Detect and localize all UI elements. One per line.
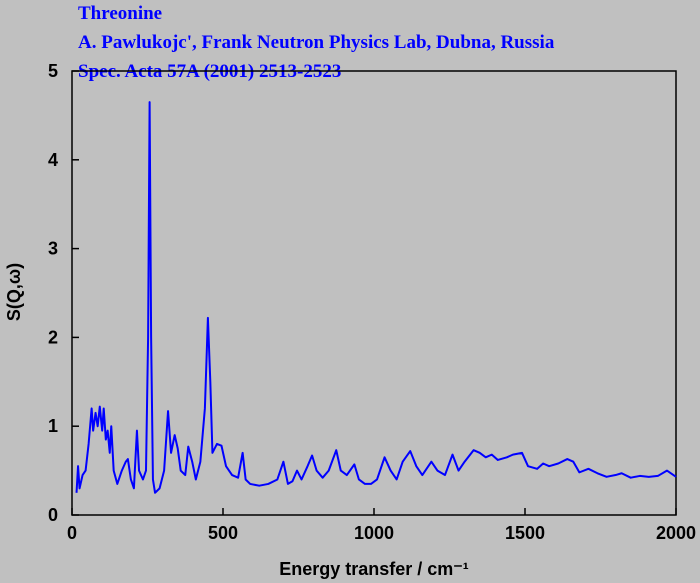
- y-tick-label: 4: [48, 150, 58, 170]
- x-tick-label: 0: [67, 523, 77, 543]
- x-tick-label: 1500: [505, 523, 545, 543]
- y-tick-label: 5: [48, 61, 58, 81]
- y-axis-label: S(Q,ω): [4, 263, 24, 321]
- x-axis-label: Energy transfer / cm⁻¹: [279, 559, 469, 579]
- y-tick-label: 3: [48, 239, 58, 259]
- y-tick-label: 0: [48, 505, 58, 525]
- x-tick-label: 500: [208, 523, 238, 543]
- y-tick-label: 2: [48, 327, 58, 347]
- subtitle: A. Pawlukojc', Frank Neutron Physics Lab…: [78, 32, 555, 53]
- x-tick-label: 2000: [656, 523, 696, 543]
- chart-title: Threonine: [78, 3, 162, 24]
- y-tick-label: 1: [48, 416, 58, 436]
- x-tick-label: 1000: [354, 523, 394, 543]
- spectrum-line: [75, 101, 677, 494]
